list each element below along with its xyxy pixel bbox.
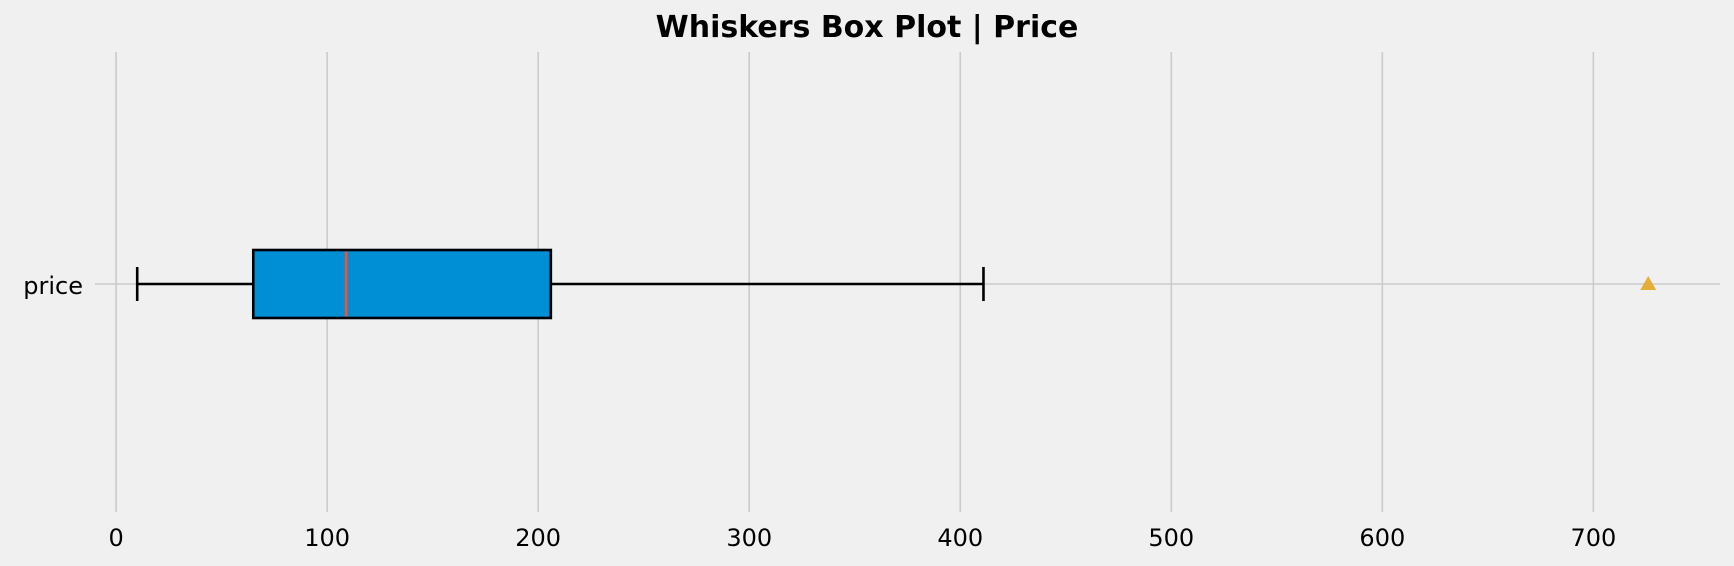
chart-title: Whiskers Box Plot | Price [656,10,1079,45]
x-tick-label-100: 100 [304,524,350,552]
box-group [135,248,1657,320]
x-tick-label-400: 400 [937,524,983,552]
x-tick-label-500: 500 [1148,524,1194,552]
x-tick-label-0: 0 [108,524,123,552]
iqr-box [251,248,553,320]
mean-marker [1640,276,1657,290]
x-axis-tick-labels: 0 100 200 300 400 500 600 700 [108,524,1616,552]
x-tick-label-600: 600 [1359,524,1405,552]
x-tick-label-300: 300 [726,524,772,552]
x-tick-label-200: 200 [515,524,561,552]
y-category-label: price [23,272,83,300]
x-tick-label-700: 700 [1570,524,1616,552]
